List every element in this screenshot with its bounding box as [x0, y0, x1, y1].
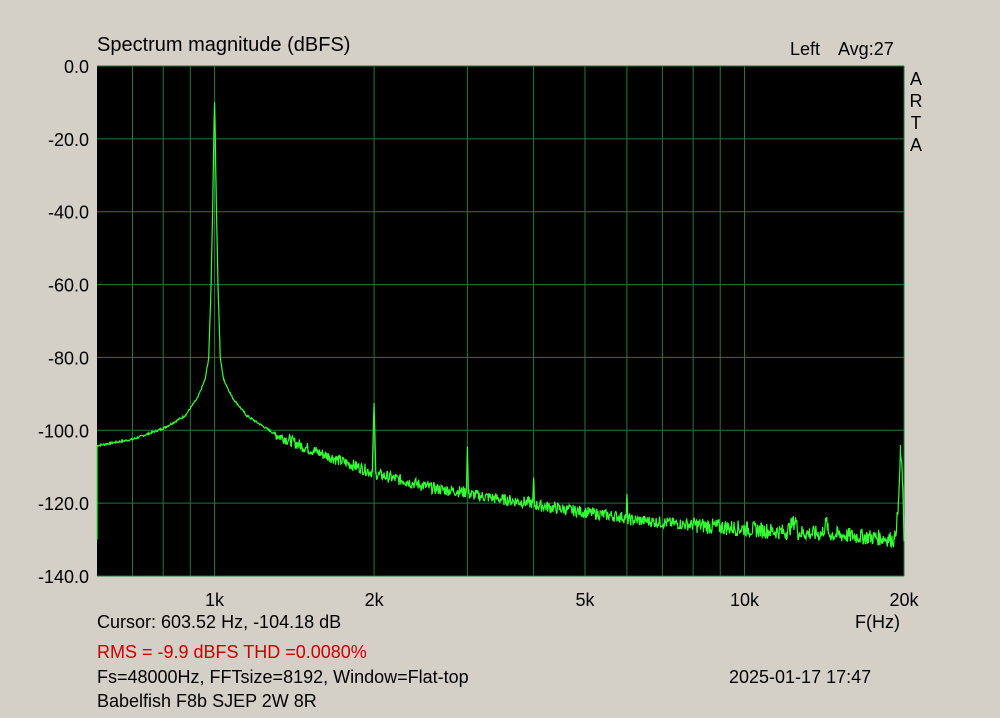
channel-label: Left [790, 39, 821, 59]
brand-letter: R [909, 91, 923, 111]
averages-label: Avg:27 [838, 39, 894, 59]
x-tick-label: 20k [889, 590, 919, 610]
y-tick-label: -40.0 [48, 203, 89, 223]
rms-thd-readout: RMS = -9.9 dBFS THD =0.0080% [97, 642, 367, 662]
y-tick-label: -140.0 [38, 567, 89, 587]
device-description: Babelfish F8b SJEP 2W 8R [97, 691, 317, 711]
y-axis-ticks: 0.0 -20.0 -40.0 -60.0 -80.0 -100.0 -120.0 -140.… [38, 57, 89, 587]
brand-vertical-label: A R T A [908, 68, 924, 156]
y-tick-label: -20.0 [48, 130, 89, 150]
y-tick-label: -80.0 [48, 348, 89, 368]
cursor-readout: Cursor: 603.52 Hz, -104.18 dB [97, 612, 342, 632]
y-tick-label: -100.0 [38, 421, 89, 441]
spectrum-trace [96, 102, 905, 549]
plot-area[interactable] [97, 66, 904, 576]
measurement-params: Fs=48000Hz, FFTsize=8192, Window=Flat-to… [97, 667, 469, 687]
brand-letter: A [909, 69, 922, 89]
y-tick-label: -60.0 [48, 276, 89, 296]
timestamp: 2025-01-17 17:47 [729, 667, 872, 687]
x-tick-label: 2k [365, 590, 385, 610]
x-tick-label: 10k [730, 590, 760, 610]
x-axis-ticks: 1k 2k 5k 10k 20k [205, 590, 919, 610]
x-axis-unit: F(Hz) [855, 612, 900, 632]
x-tick-label: 5k [575, 590, 595, 610]
chart-title: Spectrum magnitude (dBFS) [97, 34, 351, 56]
y-tick-label: -120.0 [38, 494, 89, 514]
brand-letter: T [910, 113, 922, 133]
x-tick-label: 1k [205, 590, 225, 610]
y-tick-label: 0.0 [64, 57, 89, 77]
brand-letter: A [909, 135, 922, 155]
grid-lines [97, 65, 905, 577]
